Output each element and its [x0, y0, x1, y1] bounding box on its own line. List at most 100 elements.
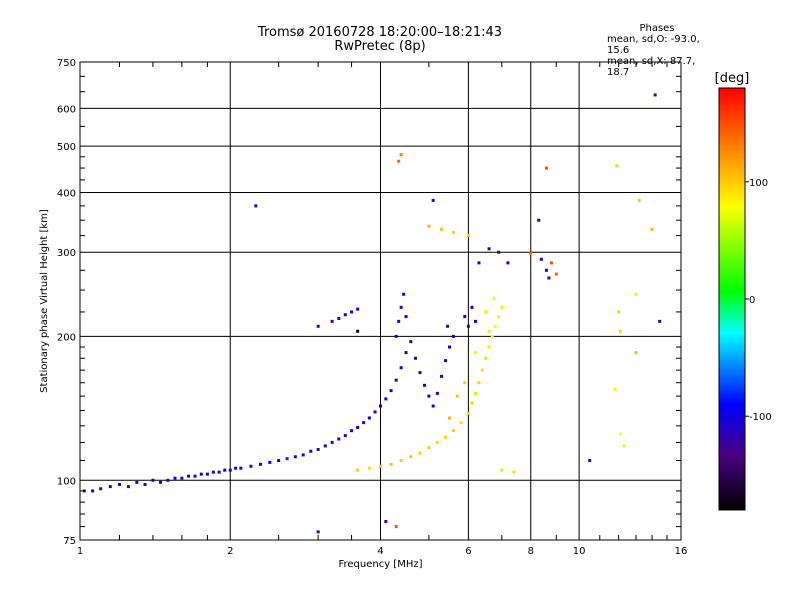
data-point: [350, 310, 354, 314]
x-tick-label: 1: [77, 546, 83, 557]
data-point: [330, 319, 334, 323]
data-point: [544, 166, 548, 170]
data-point: [285, 457, 289, 461]
data-point: [554, 272, 558, 276]
data-point: [199, 472, 203, 476]
y-tick-label: 400: [57, 188, 76, 199]
x-tick-label: 4: [377, 546, 383, 557]
data-point: [180, 476, 184, 480]
data-point: [427, 224, 431, 228]
data-point: [477, 381, 481, 385]
data-point: [268, 460, 272, 464]
data-point: [99, 487, 103, 491]
data-point: [143, 482, 147, 486]
data-point: [435, 391, 439, 395]
data-point: [389, 389, 393, 393]
data-point: [301, 453, 305, 457]
data-point: [466, 411, 470, 415]
data-point: [613, 387, 617, 391]
data-point: [444, 359, 448, 363]
data-point: [618, 329, 622, 333]
data-point: [337, 437, 341, 441]
data-point: [409, 340, 413, 344]
data-point: [249, 464, 253, 468]
data-point: [399, 153, 403, 157]
data-point: [451, 230, 455, 234]
data-point: [448, 416, 452, 420]
data-point: [622, 444, 626, 448]
data-point: [350, 429, 354, 433]
y-tick-label: 75: [63, 536, 76, 547]
data-point: [440, 227, 444, 231]
data-point: [440, 374, 444, 378]
data-point: [470, 305, 474, 309]
data-point: [588, 458, 592, 462]
data-point: [500, 305, 504, 309]
data-point: [254, 204, 258, 208]
y-tick-label: 300: [57, 248, 76, 259]
data-point: [547, 276, 551, 280]
data-point: [490, 334, 494, 338]
data-point: [435, 440, 439, 444]
data-point: [399, 366, 403, 370]
data-point: [223, 468, 227, 472]
data-point: [455, 394, 459, 398]
data-point: [473, 351, 477, 355]
data-point: [446, 324, 450, 328]
data-point: [427, 394, 431, 398]
data-point: [494, 324, 498, 328]
data-point: [397, 159, 401, 163]
data-point: [234, 466, 238, 470]
data-point: [397, 319, 401, 323]
data-point: [658, 319, 662, 323]
data-point: [293, 455, 297, 459]
data-point: [431, 404, 435, 408]
data-point: [451, 334, 455, 338]
data-point: [492, 297, 496, 301]
data-point: [187, 474, 191, 478]
data-point: [427, 446, 431, 450]
data-point: [615, 164, 619, 168]
data-point: [497, 315, 501, 319]
data-point: [384, 519, 388, 523]
data-point: [477, 261, 481, 265]
data-point: [193, 474, 197, 478]
data-point: [356, 468, 360, 472]
colorbar-label: [deg]: [715, 71, 750, 86]
data-point: [653, 93, 657, 97]
data-point: [126, 485, 130, 489]
data-point: [617, 310, 621, 314]
data-point: [159, 480, 163, 484]
data-point: [650, 227, 654, 231]
data-point: [394, 525, 398, 529]
axis-layer: 1 2 4 6 8 10 16 75 100 200 300 400 500 600 750 Frequenc…: [39, 58, 687, 570]
data-point: [539, 257, 543, 261]
data-point: [418, 451, 422, 455]
data-point: [337, 316, 341, 320]
data-point: [512, 470, 516, 474]
data-point: [394, 378, 398, 382]
data-point: [444, 435, 448, 439]
chart-title-block: Tromsø 20160728 18:20:00–18:21:43 RwPret…: [0, 26, 760, 54]
data-point: [343, 313, 347, 317]
data-point: [323, 444, 327, 448]
data-point: [463, 315, 467, 319]
data-point: [135, 480, 139, 484]
data-point: [356, 425, 360, 429]
plot-frame: [79, 61, 682, 541]
data-point: [166, 478, 170, 482]
data-point: [466, 234, 470, 238]
data-point: [413, 356, 417, 360]
data-point: [259, 462, 263, 466]
data-point: [379, 404, 382, 408]
data-point: [379, 464, 382, 468]
data-point: [394, 334, 398, 338]
phase-legend-line-o: mean, sd,O: -93.0, 15.6: [607, 34, 700, 56]
data-point: [316, 530, 320, 534]
x-tick-label: 16: [675, 546, 688, 557]
colorbar: [deg] 100 0 -100: [715, 71, 772, 511]
data-point: [205, 472, 209, 476]
data-point: [362, 421, 366, 425]
data-point: [211, 470, 215, 474]
data-point: [634, 351, 638, 355]
